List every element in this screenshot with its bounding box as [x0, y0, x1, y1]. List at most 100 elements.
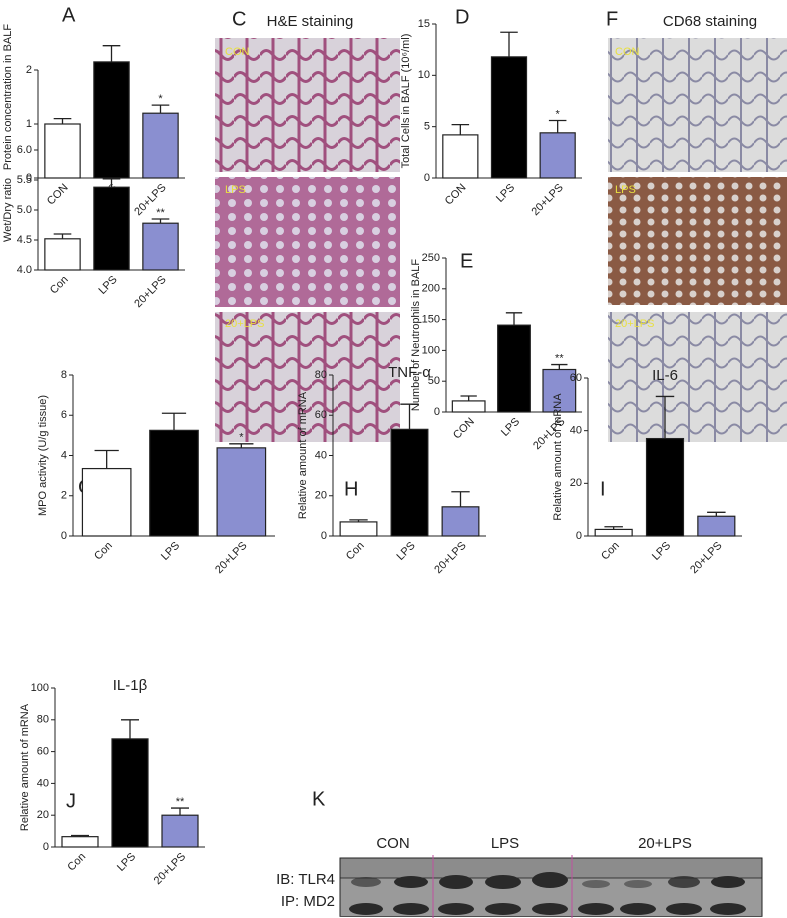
y-tick-label: 0 [434, 406, 440, 418]
y-axis-label: MPO activity (U/g tissue) [37, 395, 49, 516]
x-tick-label: 20+LPS [213, 540, 249, 576]
micrograph [608, 38, 787, 172]
x-tick-label: 20+LPS [132, 274, 168, 310]
y-tick-label: 80 [37, 714, 49, 726]
y-tick-label: 5.5 [17, 174, 32, 186]
y-axis-label: Relative amount of mRNA [19, 703, 31, 831]
chart-title: TNF-α [388, 364, 431, 381]
significance: * [556, 108, 561, 120]
significance: ** [156, 207, 165, 219]
panel-letter: A [62, 4, 76, 26]
row-label: IB: TLR4 [276, 871, 335, 888]
panel-k: K CON LPS 20+LPS IB: TLR4 IP: MD2 [276, 788, 763, 918]
bar [490, 56, 528, 179]
y-tick-label: 2 [26, 64, 32, 76]
group-label: 20+LPS [638, 835, 692, 852]
chart: J IL-1β Relative amount of mRNA 0 20 40 60 80 10… [19, 677, 205, 887]
image-label: LPS [615, 184, 636, 196]
panel-letter: C [232, 8, 246, 30]
y-tick-label: 6 [61, 409, 67, 421]
bar [111, 738, 149, 848]
significance: ** [176, 796, 185, 808]
y-tick-label: 4.0 [17, 264, 32, 276]
bands [349, 872, 746, 915]
bar [149, 429, 199, 537]
x-tick-label: LPS [650, 540, 673, 563]
panel-letter: I [600, 478, 606, 500]
x-tick-label: Con [48, 274, 71, 297]
panel-c: C H&E staining CON LPS 20+LPS [215, 8, 400, 442]
bar [161, 814, 199, 848]
y-tick-label: 15 [418, 18, 430, 30]
y-tick-label: 60 [37, 746, 49, 758]
panel-f: F CD68 staining CON LPS 20+LPS [606, 8, 787, 442]
bar [339, 521, 378, 537]
panel-letter: H [344, 478, 358, 500]
y-tick-label: 60 [315, 409, 327, 421]
y-tick-label: 4.5 [17, 234, 32, 246]
bar [142, 112, 179, 179]
panel-letter: K [312, 788, 326, 810]
x-tick-label: Con [92, 540, 115, 563]
x-tick-label: LPS [115, 851, 138, 874]
micrograph [215, 38, 400, 172]
y-tick-label: 0 [43, 841, 49, 853]
significance: * [239, 432, 244, 444]
micrograph [608, 177, 787, 305]
y-tick-label: 40 [570, 425, 582, 437]
panel-letter: D [455, 6, 469, 28]
bar [93, 61, 130, 179]
image-label: 20+LPS [225, 318, 264, 330]
bar [594, 528, 633, 537]
chart-title: IL-6 [652, 367, 678, 384]
bar [442, 134, 479, 179]
bar [216, 447, 267, 537]
y-tick-label: 200 [422, 283, 440, 295]
bar [539, 132, 576, 179]
x-tick-label: CON [45, 182, 71, 208]
image-label: LPS [225, 184, 246, 196]
x-tick-label: LPS [159, 540, 182, 563]
x-tick-label: 20+LPS [688, 540, 724, 576]
bar [44, 238, 81, 271]
y-tick-label: 5 [424, 121, 430, 133]
x-tick-label: Con [65, 851, 88, 874]
y-tick-label: 4 [61, 449, 67, 461]
image-label: 20+LPS [615, 318, 654, 330]
y-tick-label: 40 [37, 777, 49, 789]
chart: I IL-6 Relative amount of mRNA 0 20 40 60 Con LP… [552, 367, 742, 576]
y-axis-label: Protein concentration in BALF [2, 24, 14, 170]
x-tick-label: LPS [494, 182, 517, 205]
bar [81, 467, 132, 537]
chart: H TNF-α Relative amount of mRNA 0 20 40 60 80 Co… [297, 364, 486, 576]
micrograph [608, 312, 787, 442]
row-label: IP: MD2 [281, 893, 335, 910]
panel-letter: E [460, 250, 473, 272]
x-tick-label: Con [344, 540, 367, 563]
x-tick-label: CON [451, 416, 477, 442]
panel-letter: F [606, 8, 618, 30]
y-tick-label: 100 [422, 344, 440, 356]
bar [497, 324, 531, 413]
panel-title: CD68 staining [663, 13, 757, 30]
micrograph [215, 312, 400, 442]
y-tick-label: 0 [576, 530, 582, 542]
y-tick-label: 100 [31, 682, 49, 694]
micrograph [215, 177, 400, 307]
chart: D Total Cells in BALF (10⁶/ml) 0 5 10 15 CON LP… [400, 6, 582, 218]
y-tick-label: 2 [61, 490, 67, 502]
bar [451, 400, 486, 413]
y-tick-label: 0 [26, 172, 32, 184]
bar [93, 186, 130, 271]
significance: * [158, 93, 163, 105]
y-axis-label: Number of Neutrophils in BALF [410, 259, 422, 412]
y-tick-label: 0 [321, 530, 327, 542]
y-axis-label: Wet/Dry ratio [2, 178, 14, 242]
x-tick-label: 20+LPS [529, 182, 565, 218]
y-tick-label: 5.0 [17, 204, 32, 216]
y-tick-label: 40 [315, 449, 327, 461]
y-tick-label: 0 [424, 172, 430, 184]
y-tick-label: 150 [422, 314, 440, 326]
